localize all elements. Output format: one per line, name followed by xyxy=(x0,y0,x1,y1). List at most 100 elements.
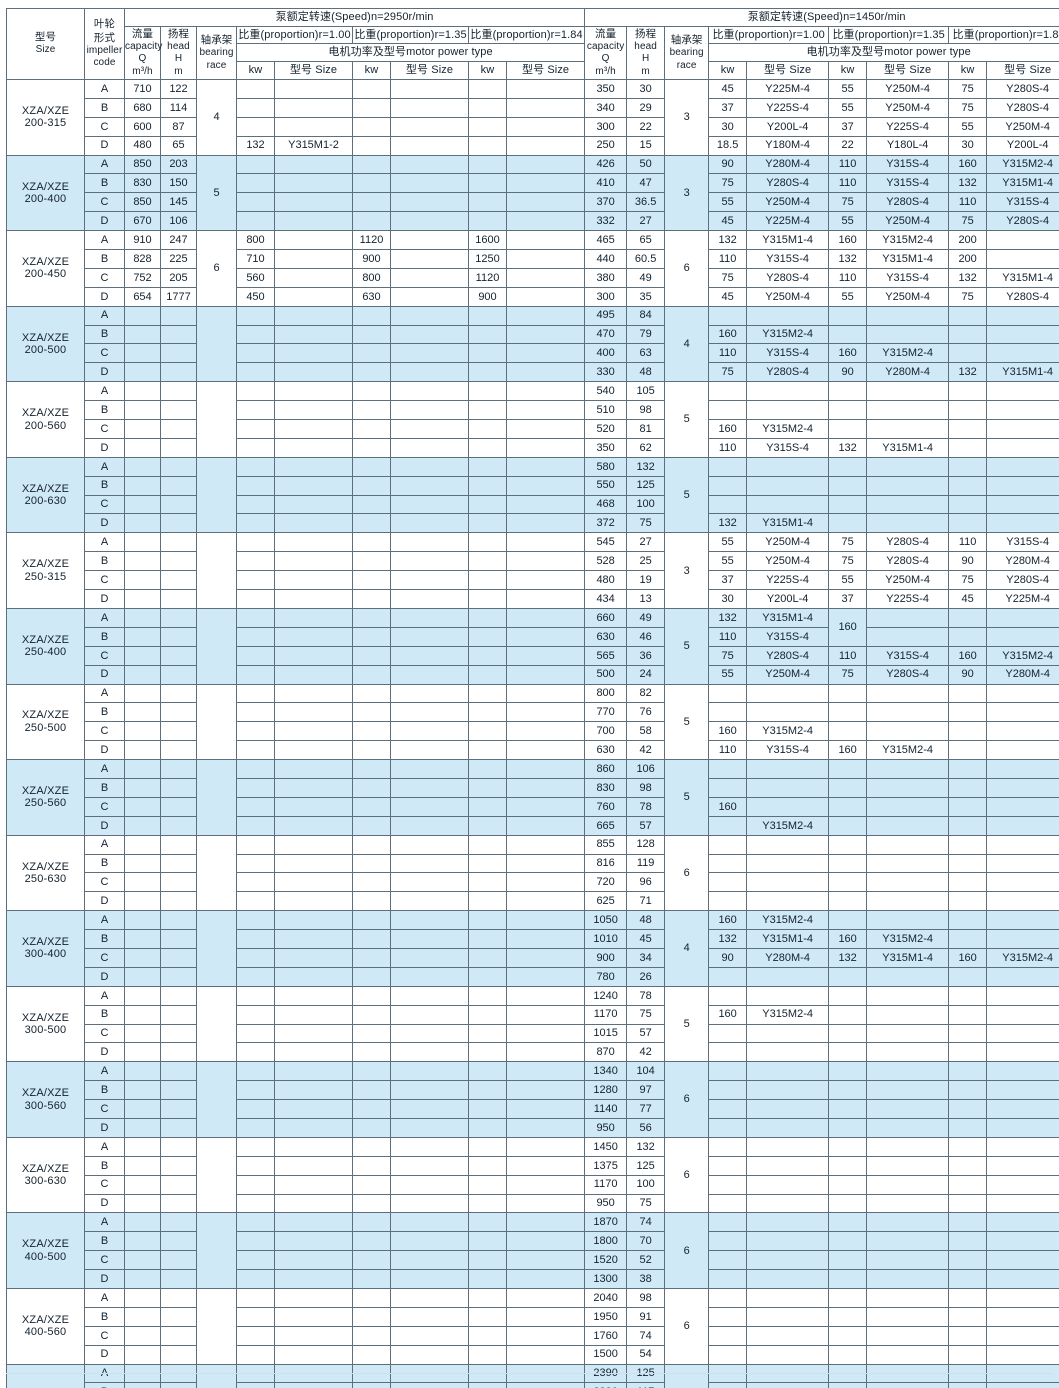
right-kw3-cell xyxy=(948,702,988,723)
table-row: XZA/XZE 400-500 A 1870 74 6 xyxy=(6,1212,1059,1289)
left-sz1-cell xyxy=(274,683,353,704)
table-row: C 900 34 90 Y280M-4 132 Y315M1-4 160 Y315M2-4 xyxy=(7,947,1059,968)
right-sz2-cell: Y280M-4 xyxy=(866,362,950,383)
left-capacity-cell xyxy=(124,1117,161,1138)
header-size-l2: 型号 Size xyxy=(390,61,469,80)
impeller-code-cell: D xyxy=(84,211,125,232)
left-capacity-cell xyxy=(124,1382,161,1388)
model-size-cell: XZA/XZE 200-500 xyxy=(6,305,85,383)
right-sz2-cell xyxy=(866,834,950,855)
left-capacity-cell xyxy=(124,740,161,761)
right-kw2-cell xyxy=(828,1155,868,1176)
right-kw2-cell xyxy=(828,910,868,931)
right-kw3-cell xyxy=(948,1250,988,1271)
right-bearing-race-cell: 6 xyxy=(664,1212,710,1289)
impeller-code-cell: B xyxy=(84,324,125,345)
impeller-code-cell: B xyxy=(84,1155,125,1176)
right-head-cell: 48 xyxy=(626,362,666,383)
right-kw3-cell xyxy=(948,343,988,364)
left-kw3-cell xyxy=(468,1250,507,1271)
left-sz1-cell xyxy=(274,1004,353,1025)
right-capacity-cell: 340 xyxy=(584,97,628,118)
left-kw3-cell xyxy=(468,759,507,779)
right-head-cell: 132 xyxy=(626,1136,666,1157)
table-row: B 630 46 110 Y315S-4 xyxy=(7,626,1059,647)
left-kw3-cell xyxy=(468,721,507,742)
left-sz1-cell xyxy=(274,79,353,99)
right-kw1-cell xyxy=(708,494,748,515)
model-name: XZA/XZE xyxy=(21,407,70,420)
right-kw3-cell xyxy=(948,1117,988,1138)
right-bearing-race-cell: 6 xyxy=(664,1061,710,1138)
right-sz1-cell: Y280S-4 xyxy=(746,645,830,666)
left-sz2-cell xyxy=(390,513,469,534)
right-sz1-cell: Y250M-4 xyxy=(746,551,830,572)
left-kw3-cell xyxy=(468,1155,507,1176)
right-kw2-cell xyxy=(828,1231,868,1252)
right-sz3-cell xyxy=(986,419,1059,439)
right-head-cell: 78 xyxy=(626,796,666,817)
right-sz3-cell xyxy=(986,702,1059,723)
right-sz2-cell xyxy=(866,513,950,534)
left-bearing-race-cell xyxy=(196,305,237,383)
left-bearing-race-cell xyxy=(196,985,237,1063)
impeller-code-cell: B xyxy=(84,400,125,421)
model-size: 250-630 xyxy=(24,872,67,885)
right-sz2-cell xyxy=(866,324,950,345)
right-capacity-cell: 630 xyxy=(584,740,628,761)
table-row: XZA/XZE 200-560 A 540 105 5 xyxy=(6,381,1059,458)
table-row: C 700 58 160 Y315M2-4 xyxy=(7,721,1059,742)
right-sz1-cell xyxy=(746,1174,830,1195)
right-sz1-cell: Y315M2-4 xyxy=(746,1004,830,1025)
left-kw1-cell xyxy=(236,532,275,553)
right-kw3-cell xyxy=(948,607,988,628)
header-size-r1: 型号 Size xyxy=(746,61,830,80)
impeller-code-cell: C xyxy=(84,721,125,742)
left-head-cell xyxy=(160,381,197,402)
right-kw2-cell: 75 xyxy=(828,664,868,685)
left-sz1-cell xyxy=(274,1250,353,1271)
left-capacity-cell xyxy=(124,419,161,439)
right-kw2-cell xyxy=(828,324,868,345)
left-kw1-cell: 450 xyxy=(236,286,275,307)
right-sz2-cell xyxy=(866,815,950,836)
left-sz1-cell xyxy=(274,740,353,761)
right-kw3-cell xyxy=(948,419,988,439)
left-sz2-cell xyxy=(390,551,469,572)
right-kw2-cell xyxy=(828,985,868,1006)
right-kw3-cell xyxy=(948,834,988,855)
left-kw3-cell xyxy=(468,494,507,515)
model-name: XZA/XZE xyxy=(21,1238,70,1251)
model-size: 300-400 xyxy=(24,948,67,961)
impeller-code-cell: C xyxy=(84,267,125,288)
left-kw2-cell xyxy=(352,116,391,137)
model-name: XZA/XZE xyxy=(21,860,70,873)
left-head-cell xyxy=(160,1325,197,1346)
right-capacity-cell: 870 xyxy=(584,1042,628,1063)
header-capacity-sym-left: Q xyxy=(138,53,147,65)
left-sz3-cell xyxy=(505,759,586,779)
impeller-code-cell: D xyxy=(84,1117,125,1138)
left-capacity-cell xyxy=(124,381,161,402)
left-sz1-cell xyxy=(274,910,353,931)
right-kw1-cell: 132 xyxy=(708,607,748,628)
right-head-cell: 82 xyxy=(626,683,666,704)
right-kw1-cell: 132 xyxy=(708,230,748,251)
left-head-cell xyxy=(160,834,197,855)
right-kw2-cell: 55 xyxy=(828,79,868,99)
header-bearing-en-right: bearing xyxy=(669,47,704,59)
header-impeller-en2: code xyxy=(93,57,116,69)
right-sz3-cell xyxy=(986,1117,1059,1138)
left-kw2-cell xyxy=(352,211,391,232)
right-sz1-cell xyxy=(746,777,830,798)
left-head-cell xyxy=(160,551,197,572)
left-kw2-cell xyxy=(352,966,391,987)
left-capacity-cell: 850 xyxy=(124,192,161,213)
impeller-code-cell: B xyxy=(84,626,125,647)
table-row: C 1760 74 xyxy=(7,1325,1059,1346)
left-bearing-race-cell xyxy=(196,683,237,761)
left-sz1-cell xyxy=(274,532,353,553)
left-kw2-cell xyxy=(352,456,391,477)
left-sz2-cell xyxy=(390,230,469,251)
right-kw1-cell xyxy=(708,702,748,723)
